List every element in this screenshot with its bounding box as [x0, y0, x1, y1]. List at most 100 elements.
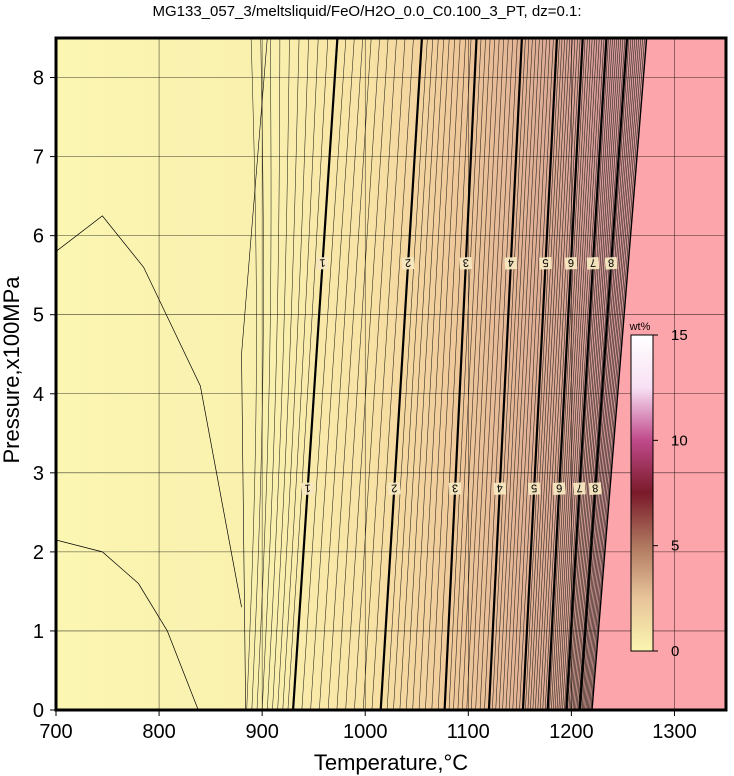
thin-contour-line [581, 38, 632, 710]
y-tick-label: 4 [33, 384, 44, 406]
thin-contour-line [371, 38, 414, 710]
thin-contour-line [515, 38, 551, 710]
contour-label: 7 [589, 256, 596, 268]
thin-contour-line [525, 38, 560, 710]
thin-contour-line [362, 38, 406, 710]
thin-contour-line [502, 38, 537, 710]
contour-label-group: 3 [459, 256, 473, 270]
thin-contour-line [457, 38, 491, 710]
thin-contour-line [246, 38, 257, 710]
major-contour-2 [379, 38, 424, 710]
thin-contour-line [277, 38, 309, 710]
thin-contour-line [572, 38, 618, 710]
x-tick-label: 900 [245, 721, 278, 743]
contour-label: 8 [592, 481, 599, 493]
thin-contour-line [412, 38, 450, 710]
thin-contour-line [287, 38, 329, 710]
contour-label-group: 2 [401, 256, 415, 270]
major-contour-3 [443, 38, 478, 710]
thin-contour-line [586, 38, 640, 710]
contour-label: 8 [608, 256, 615, 268]
y-tick-label: 2 [33, 542, 44, 564]
thin-contour-line [495, 38, 530, 710]
x-tick-label: 1100 [447, 721, 490, 743]
major-contour-1 [291, 38, 339, 710]
thin-contour-line [418, 38, 455, 710]
contour-label-group: 6 [552, 481, 566, 495]
y-tick-label: 0 [33, 700, 44, 722]
thin-contour-line [560, 38, 600, 710]
thin-contour-line [532, 38, 568, 710]
thin-contour-line [399, 38, 439, 710]
thin-contour-line [272, 38, 300, 710]
major-contour-5 [521, 38, 559, 710]
thin-contour-line [310, 38, 355, 710]
contour-label-bg [316, 256, 329, 270]
contour-label-group: 1 [301, 481, 315, 496]
y-tick-label: 1 [33, 621, 44, 643]
contour-label-bg [604, 256, 618, 270]
thin-contour-line [527, 38, 563, 710]
contour-label-group: 2 [387, 481, 401, 495]
x-tick-label: 800 [142, 721, 175, 743]
contour-label: 4 [496, 481, 503, 493]
contour-label-group: 5 [539, 256, 552, 270]
low-value-curve [241, 38, 268, 710]
thin-contour-line [386, 38, 428, 710]
thin-contour-line [554, 38, 593, 710]
thin-contour-line [319, 38, 364, 710]
colorbar-tick-label: 0 [671, 643, 679, 660]
thin-contour-line [475, 38, 509, 710]
y-tick-label: 7 [33, 147, 44, 169]
contour-label-bg [539, 257, 552, 270]
contour-label-group: 8 [604, 256, 618, 270]
thin-contour-line [542, 38, 578, 710]
colorbar-tick-label: 10 [671, 432, 688, 449]
contour-label-group: 4 [504, 256, 518, 270]
thin-contour-line [448, 38, 482, 710]
major-contour-6 [546, 38, 584, 710]
thin-contour-line [564, 38, 605, 710]
thin-contour-line [584, 38, 636, 710]
colorbar-tick-label: 15 [671, 327, 688, 344]
contour-label-bg [527, 482, 541, 495]
contour-label-bg [448, 482, 462, 495]
contour-label-bg [493, 482, 507, 495]
contour-label: 6 [568, 256, 575, 268]
colorbar-ramp [630, 334, 654, 652]
thin-contour-line [567, 38, 609, 710]
contour-label-group: 1 [316, 256, 329, 270]
contour-label: 7 [576, 481, 583, 493]
major-contour-7 [565, 38, 608, 710]
contour-label: 4 [507, 256, 514, 268]
colorbar-title: wt% [629, 321, 651, 333]
thin-contour-line [583, 38, 634, 710]
saturation-boundary [591, 37, 648, 711]
thin-contour-line [578, 38, 626, 710]
contour-label-bg [459, 257, 473, 270]
contour-label: 1 [304, 481, 311, 493]
major-contour-4 [487, 38, 524, 710]
thin-contour-line [558, 38, 598, 710]
contour-label-bg [573, 482, 586, 495]
thin-contour-line [580, 38, 630, 710]
saturation-region [592, 38, 726, 710]
thin-contour-line [267, 38, 290, 710]
contour-label: 2 [391, 481, 398, 493]
thin-contour-line [505, 38, 540, 710]
thin-contour-line [530, 38, 565, 710]
contour-label-bg [586, 256, 600, 270]
y-axis: 0 1 2 3 4 5 6 7 8 [33, 68, 56, 722]
x-tick-label: 1000 [343, 721, 388, 743]
thin-contour-line [425, 38, 461, 710]
thin-contour-line [301, 38, 347, 710]
low-value-curves [56, 38, 268, 710]
y-tick-label: 3 [33, 463, 44, 485]
thin-contour-line [484, 38, 518, 710]
contour-label-bg [588, 482, 602, 496]
contour-label-group: 5 [527, 481, 541, 495]
contour-label-bg [552, 482, 566, 495]
contour-label-group: 7 [586, 256, 600, 270]
thin-contour-line [556, 38, 595, 710]
